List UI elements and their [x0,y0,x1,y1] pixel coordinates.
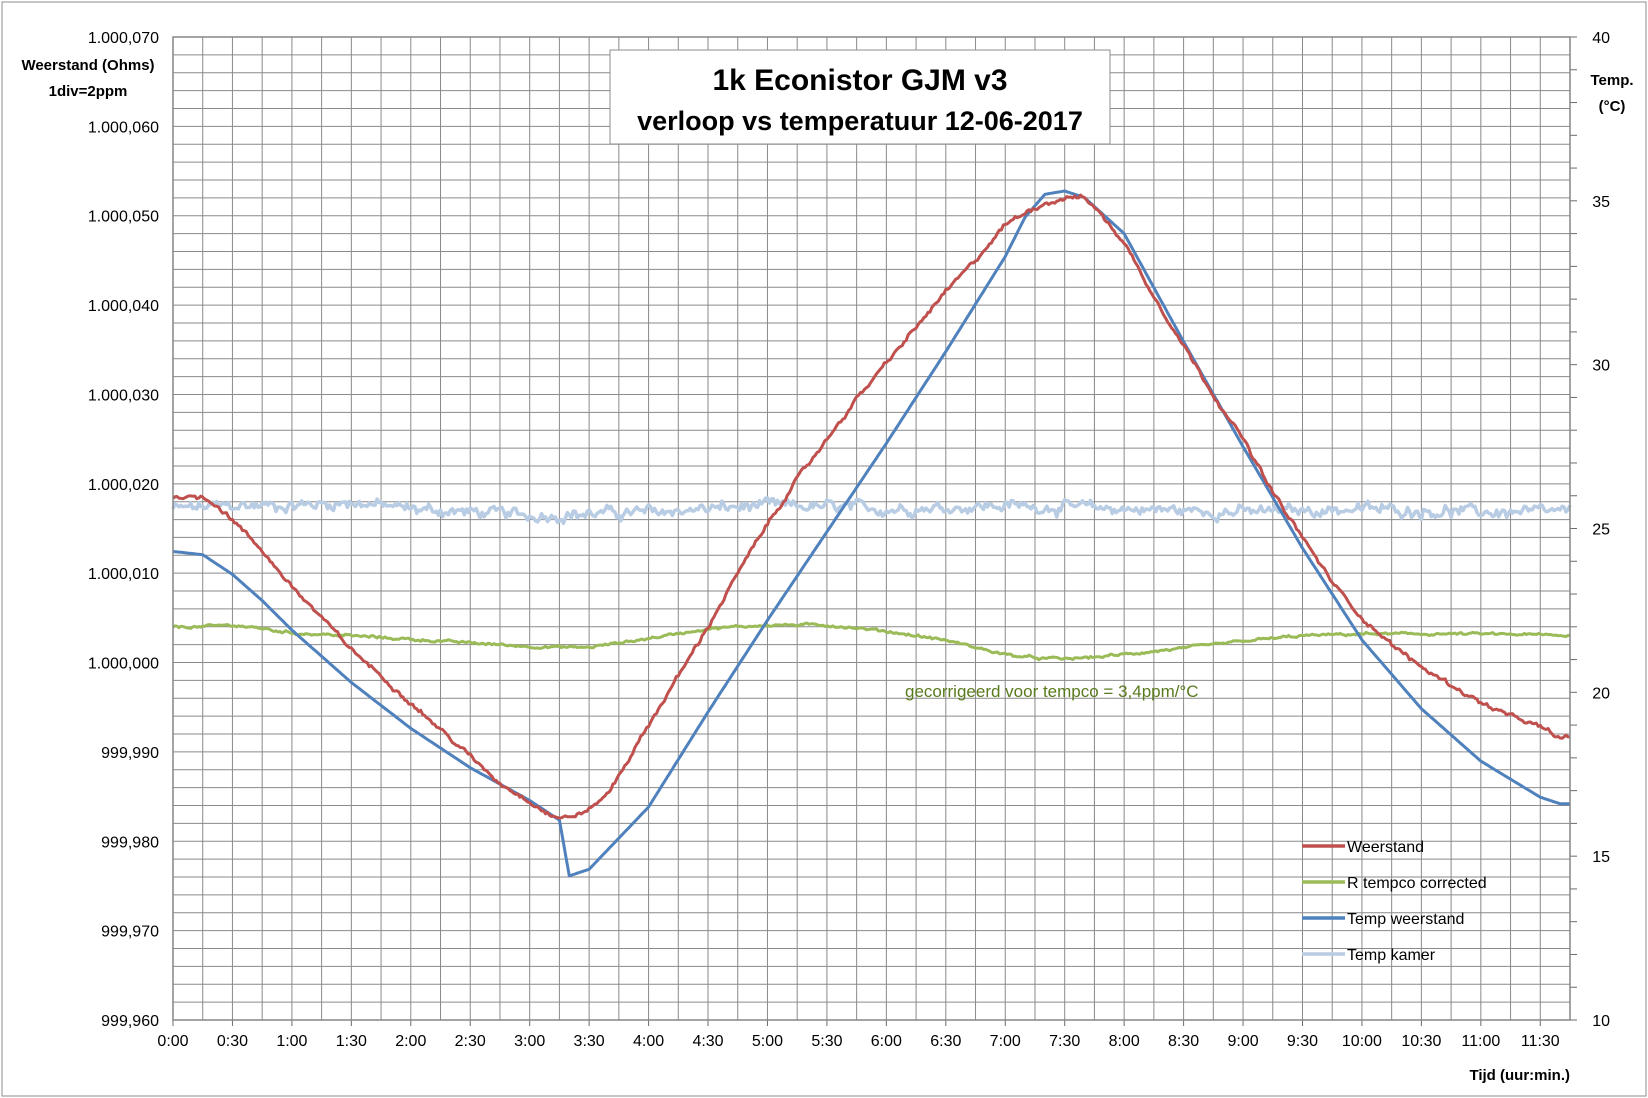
x-tick-label: 10:00 [1342,1033,1382,1050]
x-tick-label: 4:00 [633,1033,664,1050]
y-right-label-line1: Temp. [1590,72,1633,89]
series-layer [171,189,1572,878]
series-line-temp-weerstand [172,189,1570,878]
y-right-label-line2: (°C) [1599,98,1626,115]
legend-label: Temp weerstand [1347,911,1464,928]
x-tick-label: 1:00 [276,1033,307,1050]
x-tick-label: 3:00 [514,1033,545,1050]
y-left-tick-label: 1.000,020 [88,477,159,494]
grid [172,36,1577,1026]
y-right-tick-labels: 40 35 30 25 20 15 10 [1592,30,1610,1030]
y-left-label-line1: Weerstand (Ohms) [21,57,154,74]
y-right-tick-label: 15 [1592,849,1610,866]
y-right-tick-label: 30 [1592,358,1610,375]
y-left-tick-labels: 1.000,070 1.000,060 1.000,050 1.000,040 1.00… [88,30,159,1030]
legend: Weerstand R tempco corrected Temp weerstan… [1302,839,1487,964]
y-left-tick-label: 1.000,040 [88,298,159,315]
x-tick-label: 11:00 [1461,1033,1500,1050]
title-box [609,49,1111,145]
x-tick-label: 6:00 [871,1033,902,1050]
x-tick-label: 0:30 [217,1033,248,1050]
y-right-tick-label: 25 [1592,522,1610,539]
x-tick-label: 11:30 [1521,1033,1560,1050]
y-left-tick-label: 1.000,070 [88,30,159,47]
x-tick-label: 4:30 [692,1033,723,1050]
y-left-tick-label: 999,990 [101,745,159,762]
x-tick-label: 9:00 [1227,1033,1258,1050]
legend-label: R tempco corrected [1347,875,1487,892]
chart-subtitle: verloop vs temperatuur 12-06-2017 [637,106,1083,136]
tempco-annotation: gecorrigeerd voor tempco = 3,4ppm/°C [905,682,1199,701]
series-line-temp-kamer [171,496,1572,526]
y-left-tick-label: 1.000,010 [88,566,159,583]
y-left-tick-label: 1.000,050 [88,209,159,226]
x-tick-label: 9:30 [1287,1033,1318,1050]
y-right-tick-label: 35 [1592,194,1610,211]
y-left-tick-label: 1.000,060 [88,119,159,136]
y-left-tick-label: 999,970 [101,924,159,941]
x-tick-label: 10:30 [1401,1033,1441,1050]
y-left-tick-label: 1.000,000 [88,656,159,673]
y-right-tick-label: 20 [1592,685,1610,702]
x-tick-label: 1:30 [336,1033,367,1050]
y-right-tick-label: 40 [1592,30,1610,47]
x-tick-label: 5:30 [811,1033,842,1050]
x-axis-label: Tijd (uur:min.) [1469,1067,1570,1084]
x-tick-label: 6:30 [930,1033,961,1050]
y-left-tick-label: 1.000,030 [88,387,159,404]
x-tick-label: 0:00 [157,1033,188,1050]
series-line-r-tempco-corrected [172,621,1570,662]
y-right-tick-label: 10 [1592,1013,1610,1030]
x-tick-label: 5:00 [752,1033,783,1050]
legend-label: Weerstand [1347,839,1424,856]
x-tick-label: 3:30 [574,1033,605,1050]
series-line-weerstand [171,193,1571,820]
x-tick-label: 8:30 [1168,1033,1199,1050]
x-tick-labels: 0:00 0:30 1:00 1:30 2:00 2:30 3:00 3:30 4:00 4:30… [157,1033,1559,1050]
plot-border [172,36,1571,1021]
legend-label: Temp kamer [1347,947,1436,964]
x-tick-label: 7:00 [990,1033,1021,1050]
chart-title: 1k Econistor GJM v3 [712,64,1007,97]
x-tick-label: 8:00 [1109,1033,1140,1050]
y-left-tick-label: 999,980 [101,834,159,851]
plot-area [173,37,1570,1020]
x-tick-label: 7:30 [1049,1033,1080,1050]
x-tick-label: 2:00 [395,1033,426,1050]
y-left-tick-label: 999,960 [101,1013,159,1030]
y-left-label-line2: 1div=2ppm [49,83,128,100]
x-tick-label: 2:30 [455,1033,486,1050]
